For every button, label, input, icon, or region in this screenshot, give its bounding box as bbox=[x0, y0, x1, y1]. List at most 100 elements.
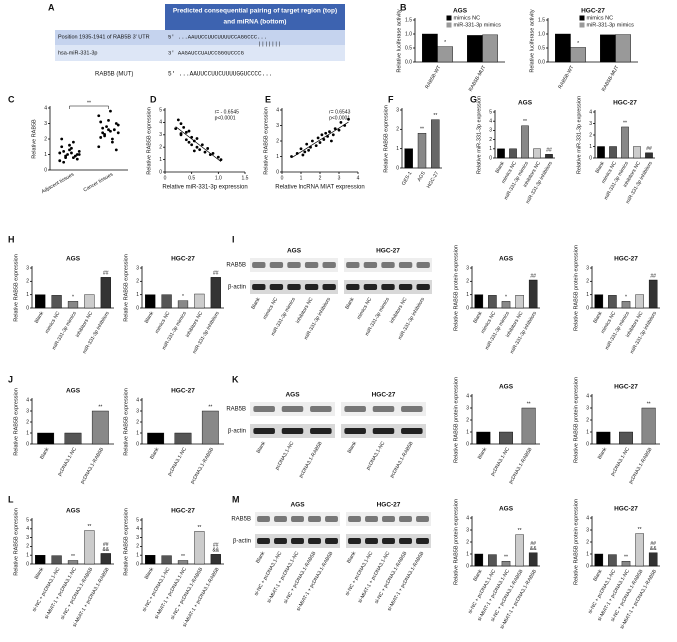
y-axis-label: Relative luciferase activity bbox=[529, 9, 535, 73]
bar bbox=[515, 534, 524, 567]
point bbox=[337, 128, 341, 132]
x-tick-label: Blank bbox=[477, 446, 489, 460]
y-axis-label: Relative RAB5B expression bbox=[13, 254, 19, 322]
bar bbox=[431, 119, 440, 169]
point bbox=[77, 150, 81, 153]
point bbox=[75, 153, 79, 156]
y-tick-label: 2 bbox=[396, 127, 399, 133]
point bbox=[303, 150, 307, 154]
significance: ** bbox=[197, 525, 201, 531]
y-tick-label: 3 bbox=[396, 107, 399, 113]
blot-title: AGS bbox=[290, 502, 305, 509]
y-tick-label: 2 bbox=[586, 417, 589, 423]
chart-title: HGC-27 bbox=[171, 256, 195, 263]
fit-line bbox=[175, 126, 222, 162]
chart-title: AGS bbox=[66, 256, 81, 263]
y-tick-label: 4 bbox=[276, 107, 279, 113]
x-tick-label: 0 bbox=[281, 175, 284, 181]
significance: * bbox=[577, 41, 579, 47]
blot-band bbox=[382, 538, 395, 544]
significance: ** bbox=[624, 555, 628, 561]
bar bbox=[497, 148, 505, 159]
panel-label: G bbox=[470, 94, 477, 104]
bar bbox=[570, 47, 587, 63]
panel-label: M bbox=[232, 494, 240, 504]
bar bbox=[35, 294, 46, 309]
point bbox=[105, 125, 108, 128]
significance: ** bbox=[623, 120, 627, 126]
y-tick-label: 2 bbox=[466, 279, 469, 285]
significance: * bbox=[182, 294, 184, 300]
y-tick-label: 1 bbox=[136, 292, 139, 298]
y-tick-label: 0 bbox=[26, 441, 29, 447]
bar bbox=[608, 295, 617, 309]
legend-label: mimics NC bbox=[454, 15, 481, 21]
point bbox=[331, 133, 335, 137]
x-tick-label: Blank bbox=[34, 566, 46, 580]
bar bbox=[194, 293, 205, 309]
significance: ## bbox=[546, 148, 552, 154]
point bbox=[111, 137, 114, 141]
point bbox=[195, 145, 199, 149]
y-tick-label: 0 bbox=[489, 155, 492, 161]
y-axis-label: Relative RAB5B expression bbox=[383, 105, 389, 173]
blot-band bbox=[304, 262, 319, 268]
point bbox=[109, 129, 112, 133]
blot-row-label: RAB5B bbox=[231, 517, 251, 523]
bar bbox=[476, 431, 491, 445]
x-tick-label: Blank bbox=[594, 160, 606, 174]
blot-band bbox=[398, 262, 413, 268]
y-axis-label: Relative RAB5B expression bbox=[123, 254, 129, 322]
lane-label: Blank bbox=[347, 440, 359, 454]
blot-band bbox=[269, 262, 284, 268]
panel-label: A bbox=[48, 2, 55, 12]
blot-band bbox=[281, 406, 304, 412]
y-tick-label: 4 bbox=[466, 393, 469, 399]
point bbox=[320, 133, 324, 137]
blot-row-label: β-actin bbox=[228, 429, 246, 435]
bar bbox=[100, 277, 111, 309]
significance: ## bbox=[650, 541, 656, 547]
point bbox=[211, 152, 215, 155]
bar bbox=[210, 277, 221, 309]
blot-band bbox=[304, 284, 319, 290]
table-row-bg bbox=[55, 45, 345, 61]
y-tick-label: 3 bbox=[489, 128, 492, 134]
bar bbox=[533, 148, 541, 159]
y-axis-label: Relative RAB5B protein expression bbox=[573, 377, 579, 463]
chart-title: AGS bbox=[499, 384, 514, 391]
y-tick-label: 1.5 bbox=[405, 17, 412, 23]
annotation: r= - 0.6545 bbox=[215, 109, 240, 115]
blot-band bbox=[325, 538, 338, 544]
x-tick-label: Blank bbox=[592, 310, 604, 324]
point bbox=[66, 153, 69, 156]
blot-row-label: β-actin bbox=[228, 285, 246, 291]
y-tick-label: 3 bbox=[136, 535, 139, 541]
significance: && bbox=[102, 547, 109, 553]
x-tick-label: Blank bbox=[149, 446, 161, 460]
y-tick-label: 3 bbox=[466, 405, 469, 411]
point bbox=[70, 151, 73, 155]
bar bbox=[501, 561, 511, 567]
y-tick-label: 2 bbox=[136, 279, 139, 285]
point bbox=[347, 117, 350, 121]
panel-label: B bbox=[400, 2, 407, 12]
blot-band bbox=[348, 538, 361, 544]
y-tick-label: 0 bbox=[589, 155, 592, 161]
blot-band bbox=[322, 262, 336, 268]
y-tick-label: 3 bbox=[586, 405, 589, 411]
target-seq: 5' ...AAUUCCUUCUUUUCCAGGCCC... bbox=[168, 33, 267, 40]
bar bbox=[67, 301, 79, 309]
point bbox=[72, 140, 75, 144]
y-tick-label: 1 bbox=[586, 551, 589, 557]
bar bbox=[404, 148, 413, 169]
point bbox=[60, 137, 64, 141]
pairing: ||||||| bbox=[258, 40, 281, 47]
blot-band bbox=[310, 406, 332, 412]
y-axis-label: Relative luciferase activity bbox=[396, 9, 402, 73]
point bbox=[114, 122, 118, 125]
mut-seq: 5' ...AAUUCCUUCUUUUGGUCCCC... bbox=[168, 71, 272, 78]
significance: && bbox=[530, 546, 537, 552]
significance: ** bbox=[527, 401, 531, 407]
blot-band bbox=[382, 516, 395, 522]
